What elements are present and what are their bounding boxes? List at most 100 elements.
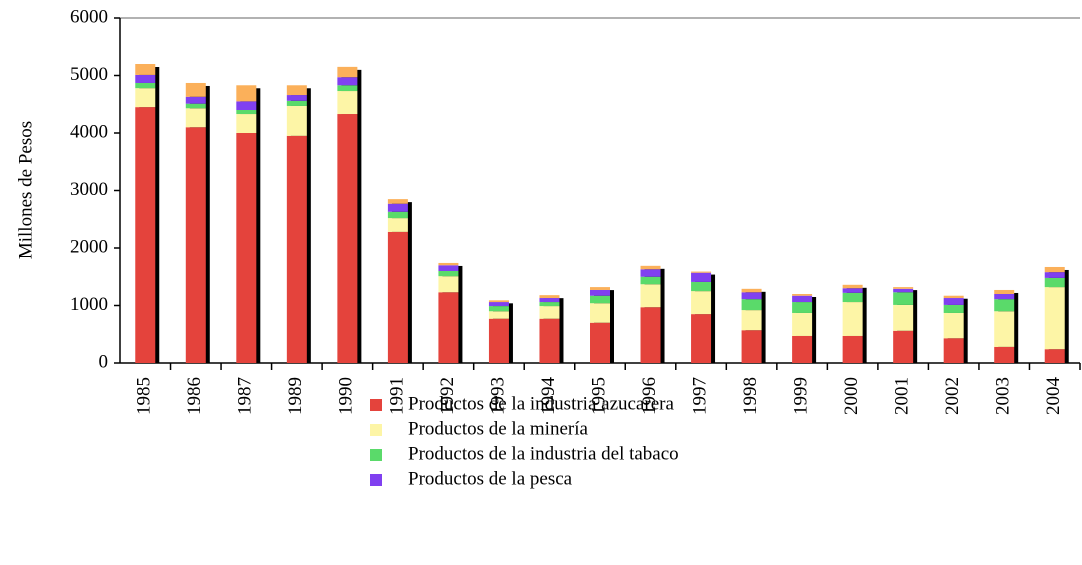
bar-segment [590, 289, 610, 296]
x-tick-label: 1987 [235, 377, 256, 415]
bar-segment [286, 95, 307, 101]
bar-segment [792, 312, 813, 336]
bar-segment [792, 335, 813, 363]
bar-segment [236, 133, 257, 363]
bar-segment [337, 66, 358, 78]
bar-segment [438, 262, 459, 266]
bar-segment [387, 218, 408, 232]
bar-segment [438, 265, 459, 271]
x-tick-label: 1997 [689, 377, 710, 415]
bar-segment [792, 302, 813, 313]
x-tick-label: 1990 [336, 377, 357, 415]
legend-swatch [370, 449, 382, 461]
bar-segment [893, 288, 914, 293]
bar-segment [185, 82, 206, 97]
bar-segment [1044, 266, 1065, 273]
bar-segment [539, 298, 560, 303]
bar-segment [741, 310, 762, 331]
bar-segment [640, 276, 661, 285]
bar-segment [488, 318, 509, 363]
bar-segment [741, 288, 762, 293]
bar-segment [387, 231, 408, 363]
bar-segment [943, 295, 964, 299]
x-tick-label: 2004 [1043, 377, 1064, 416]
bar-segment [488, 311, 509, 319]
y-tick-label: 3000 [70, 179, 108, 200]
y-tick-label: 4000 [70, 121, 108, 142]
bar-segment [539, 318, 560, 363]
bar-segment [185, 127, 206, 363]
bar-segment [438, 271, 459, 277]
bar-segment [438, 292, 459, 363]
bar-segment [893, 304, 914, 331]
bar-segment [286, 85, 307, 96]
bar-segment [943, 304, 964, 313]
bar-segment [185, 108, 206, 128]
x-tick-label: 1998 [740, 377, 761, 415]
bar-segment [387, 199, 408, 204]
bar-segment [488, 302, 509, 307]
bar-segment [438, 276, 459, 293]
bar-segment [842, 335, 863, 363]
bar-segment [590, 295, 610, 304]
bar-segment [943, 338, 964, 363]
bar-segment [539, 302, 560, 307]
x-tick-label: 1992 [437, 377, 458, 415]
bar-segment [893, 292, 914, 305]
bar-segment [1044, 349, 1065, 363]
bar-segment [691, 281, 712, 292]
x-tick-label: 1994 [538, 377, 559, 416]
bar-segment [792, 294, 813, 296]
bar-segment [488, 306, 509, 312]
legend-swatch [370, 474, 382, 486]
bar-segment [185, 96, 206, 104]
bar-segment [691, 272, 712, 282]
bar-segment [135, 107, 156, 363]
y-axis-label: Millones de Pesos [15, 121, 36, 259]
y-tick-label: 1000 [70, 294, 108, 315]
bar-segment [387, 203, 408, 212]
x-tick-label: 2003 [993, 377, 1014, 415]
bar-segment [741, 330, 762, 363]
x-tick-label: 1991 [386, 377, 407, 415]
bar-segment [135, 64, 156, 75]
bar-segment [842, 292, 863, 303]
legend-label: Productos de la industria del tabaco [408, 443, 679, 464]
y-tick-label: 0 [99, 351, 109, 372]
bar-segment [286, 100, 307, 106]
bar-segment [994, 289, 1015, 294]
bar-segment [236, 114, 257, 133]
bar-segment [1044, 277, 1065, 288]
legend-swatch [370, 399, 382, 411]
bar-segment [792, 295, 813, 303]
bar-segment [640, 307, 661, 363]
bar-segment [893, 330, 914, 363]
x-tick-label: 1989 [285, 377, 306, 415]
bar-segment [640, 284, 661, 308]
bar-segment [1044, 272, 1065, 278]
bar-segment [994, 346, 1015, 363]
bar-segment [691, 314, 712, 363]
y-tick-label: 5000 [70, 64, 108, 85]
bar-segment [236, 110, 257, 115]
bar-segment [337, 114, 358, 364]
bar-segment [337, 85, 358, 92]
bar-segment [691, 291, 712, 315]
bar-segment [943, 298, 964, 305]
bar-segment [842, 302, 863, 336]
x-tick-label: 1993 [487, 377, 508, 415]
bar-segment [994, 294, 1015, 300]
legend-swatch [370, 424, 382, 436]
bar-segment [842, 288, 863, 293]
x-tick-label: 2000 [841, 377, 862, 415]
x-tick-label: 1995 [588, 377, 609, 415]
bar-segment [185, 103, 206, 109]
legend-label: Productos de la pesca [408, 468, 573, 489]
bar-segment [994, 299, 1015, 312]
x-tick-label: 2002 [942, 377, 963, 415]
y-tick-label: 2000 [70, 236, 108, 257]
legend-label: Productos de la minería [408, 418, 588, 439]
legend-label: Productos de la industria azucarera [408, 393, 674, 414]
bar-segment [590, 303, 610, 323]
